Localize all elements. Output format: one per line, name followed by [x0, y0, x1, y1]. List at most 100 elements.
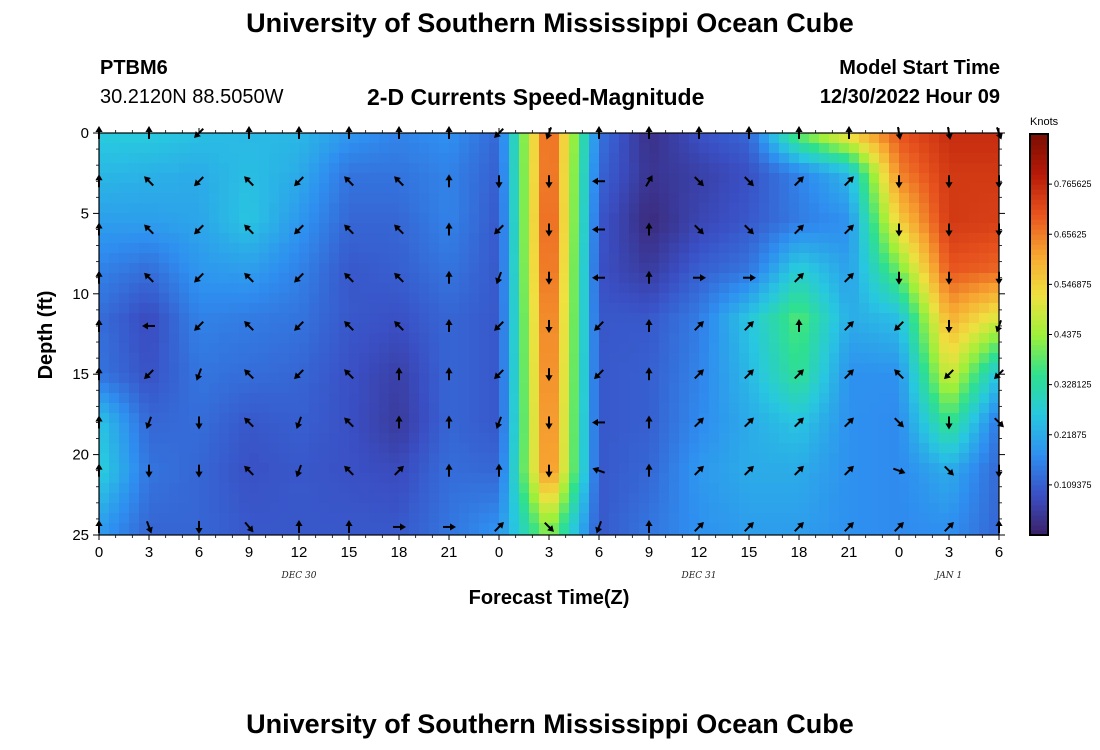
- y-tick-label: 15: [72, 366, 89, 383]
- heatmap-cell: [579, 313, 590, 324]
- heatmap-cell: [399, 163, 410, 174]
- heatmap-cell: [629, 473, 640, 484]
- heatmap-cell: [799, 333, 810, 344]
- heatmap-cell: [659, 393, 670, 404]
- heatmap-cell: [969, 493, 980, 504]
- heatmap-cell: [269, 243, 280, 254]
- heatmap-cell: [639, 483, 650, 494]
- heatmap-cell: [969, 313, 980, 324]
- heatmap-cell: [159, 143, 170, 154]
- heatmap-cell: [889, 143, 900, 154]
- arrow-shaft: [744, 323, 752, 331]
- heatmap-cell: [329, 263, 340, 274]
- heatmap-cell: [519, 253, 530, 264]
- heatmap-cell: [599, 443, 610, 454]
- current-arrow: [645, 463, 653, 477]
- x-tick-label: 12: [691, 544, 708, 561]
- heatmap-cell: [249, 143, 260, 154]
- heatmap-cell: [709, 203, 720, 214]
- heatmap-cell: [449, 193, 460, 204]
- heatmap-cell: [559, 273, 570, 284]
- heatmap-cell: [619, 293, 630, 304]
- arrow-head: [295, 519, 303, 526]
- arrow-shaft: [147, 416, 152, 425]
- heatmap-cell: [629, 263, 640, 274]
- heatmap-cell: [569, 373, 580, 384]
- heatmap-cell: [169, 183, 180, 194]
- heatmap-cell: [479, 243, 490, 254]
- heatmap-cell: [539, 133, 550, 144]
- heatmap-cell: [559, 223, 570, 234]
- heatmap-cell: [209, 153, 220, 164]
- heatmap-cell: [939, 403, 950, 414]
- x-tick-label: 15: [741, 544, 758, 561]
- heatmap-cell: [169, 153, 180, 164]
- heatmap-cell: [619, 223, 630, 234]
- heatmap-cell: [109, 493, 120, 504]
- heatmap-cell: [729, 273, 740, 284]
- heatmap-cell: [529, 153, 540, 164]
- heatmap-cell: [859, 423, 870, 434]
- current-arrow: [194, 176, 204, 187]
- heatmap-cell: [659, 153, 670, 164]
- x-tick-label: 6: [195, 544, 203, 561]
- heatmap-cell: [679, 423, 690, 434]
- heatmap-cell: [759, 363, 770, 374]
- heatmap-cell: [939, 333, 950, 344]
- heatmap-cell: [849, 353, 860, 364]
- heatmap-cell: [409, 383, 420, 394]
- heatmap-cell: [699, 143, 710, 154]
- heatmap-cell: [529, 213, 540, 224]
- heatmap-cell: [659, 483, 670, 494]
- heatmap-cell: [979, 383, 990, 394]
- heatmap-cell: [869, 373, 880, 384]
- heatmap-cell: [599, 263, 610, 274]
- heatmap-cell: [639, 133, 650, 144]
- arrow-head: [495, 182, 503, 189]
- heatmap-cell: [939, 293, 950, 304]
- heatmap-cell: [299, 483, 310, 494]
- heatmap-cell: [169, 143, 180, 154]
- arrow-head: [195, 373, 203, 381]
- heatmap-cell: [789, 433, 800, 444]
- heatmap-cell: [719, 233, 730, 244]
- heatmap-cell: [269, 153, 280, 164]
- heatmap-cell: [499, 173, 510, 184]
- heatmap-cell: [719, 413, 730, 424]
- heatmap-cell: [149, 153, 160, 164]
- heatmap-cell: [699, 453, 710, 464]
- heatmap-cell: [289, 403, 300, 414]
- heatmap-cell: [349, 233, 360, 244]
- heatmap-cell: [619, 523, 630, 534]
- heatmap-cell: [259, 483, 270, 494]
- heatmap-cell: [479, 353, 490, 364]
- heatmap-cell: [609, 233, 620, 244]
- heatmap-cell: [869, 343, 880, 354]
- arrow-head: [847, 224, 854, 232]
- heatmap-cell: [159, 533, 170, 535]
- heatmap-cell: [579, 143, 590, 154]
- heatmap-cell: [929, 423, 940, 434]
- heatmap-cell: [209, 393, 220, 404]
- heatmap-cell: [309, 443, 320, 454]
- heatmap-cell: [309, 303, 320, 314]
- arrow-shaft: [146, 227, 154, 235]
- heatmap-cell: [519, 333, 530, 344]
- current-arrow: [494, 321, 504, 331]
- heatmap-cell: [569, 503, 580, 514]
- heatmap-cell: [509, 473, 520, 484]
- heatmap-cell: [449, 513, 460, 524]
- arrow-shaft: [297, 416, 302, 425]
- heatmap-cell: [759, 183, 770, 194]
- heatmap-cell: [949, 283, 960, 294]
- current-arrow: [645, 519, 653, 533]
- heatmap-cell: [229, 503, 240, 514]
- heatmap-cell: [319, 243, 330, 254]
- heatmap-cell: [769, 333, 780, 344]
- heatmap-cell: [649, 243, 660, 254]
- heatmap-cell: [789, 263, 800, 274]
- heatmap-cell: [609, 263, 620, 274]
- heatmap-cell: [679, 393, 690, 404]
- heatmap-cell: [809, 283, 820, 294]
- heatmap-cell: [979, 373, 990, 384]
